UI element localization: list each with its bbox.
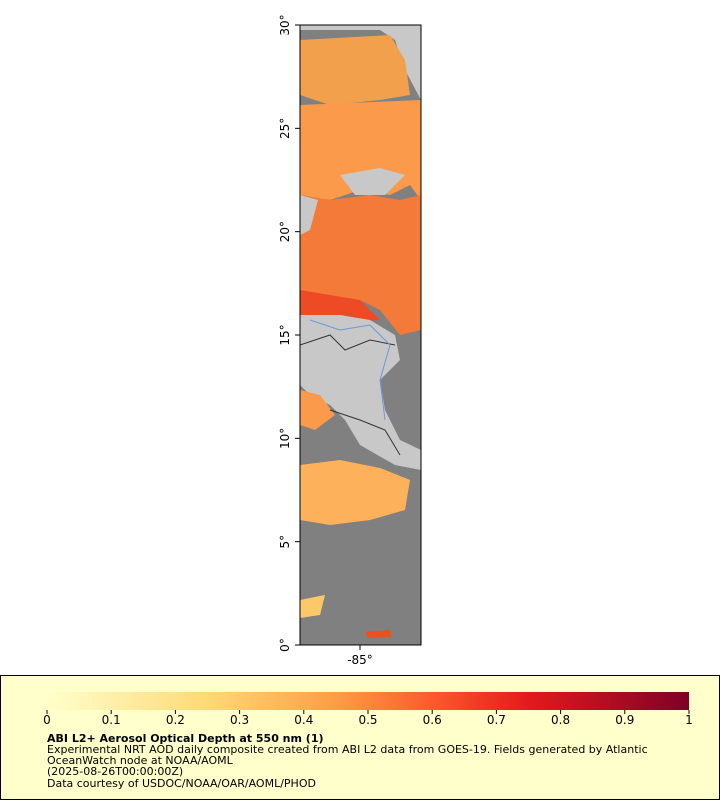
aerosol (300, 35, 410, 105)
colorbar-label: 0.1 (102, 713, 121, 727)
colorbar (47, 692, 689, 710)
land (300, 315, 421, 470)
map-image (300, 25, 421, 645)
lat-label: 10° (278, 428, 292, 449)
aerosol (300, 460, 410, 525)
land (300, 25, 421, 100)
aerosol (300, 595, 325, 618)
legend-line: OceanWatch node at NOAA/AOML (47, 754, 234, 767)
legend-title: ABI L2+ Aerosol Optical Depth at 550 nm … (47, 732, 324, 745)
colorbar-label: 0.8 (551, 713, 570, 727)
lat-label: 15° (278, 324, 292, 345)
colorbar-label: 0.3 (230, 713, 249, 727)
colorbar-label: 1 (685, 713, 693, 727)
lat-label: 5° (278, 535, 292, 549)
border (329, 409, 401, 456)
legend-line: Experimental NRT AOD daily composite cre… (47, 743, 648, 756)
colorbar-label: 0.4 (294, 713, 313, 727)
aerosol (300, 390, 335, 430)
colorbar-label: 0.6 (423, 713, 442, 727)
colorbar-label: 0.2 (166, 713, 185, 727)
lat-label: 20° (278, 221, 292, 242)
colorbar-label: 0.9 (615, 713, 634, 727)
legend-line: (2025-08-26T00:00:00Z) (47, 765, 183, 778)
river (309, 319, 391, 421)
lat-axis: 0° 5° 10° 15° 20° 25° 30° (278, 14, 300, 652)
lat-label: 0° (278, 638, 292, 652)
colorbar-label: 0.5 (358, 713, 377, 727)
lat-label: 25° (278, 118, 292, 139)
legend-line: Data courtesy of USDOC/NOAA/OAR/AOML/PHO… (47, 777, 316, 790)
colorbar-axis: 0 0.1 0.2 0.3 0.4 0.5 0.6 0.7 0.8 0.9 1 (43, 710, 693, 727)
lat-label: 30° (278, 14, 292, 35)
colorbar-label: 0.7 (487, 713, 506, 727)
land (300, 195, 318, 235)
land (340, 168, 405, 195)
border (300, 334, 396, 351)
colorbar-label: 0 (43, 713, 51, 727)
aerosol (365, 630, 392, 638)
lon-label: -85° (347, 653, 373, 667)
